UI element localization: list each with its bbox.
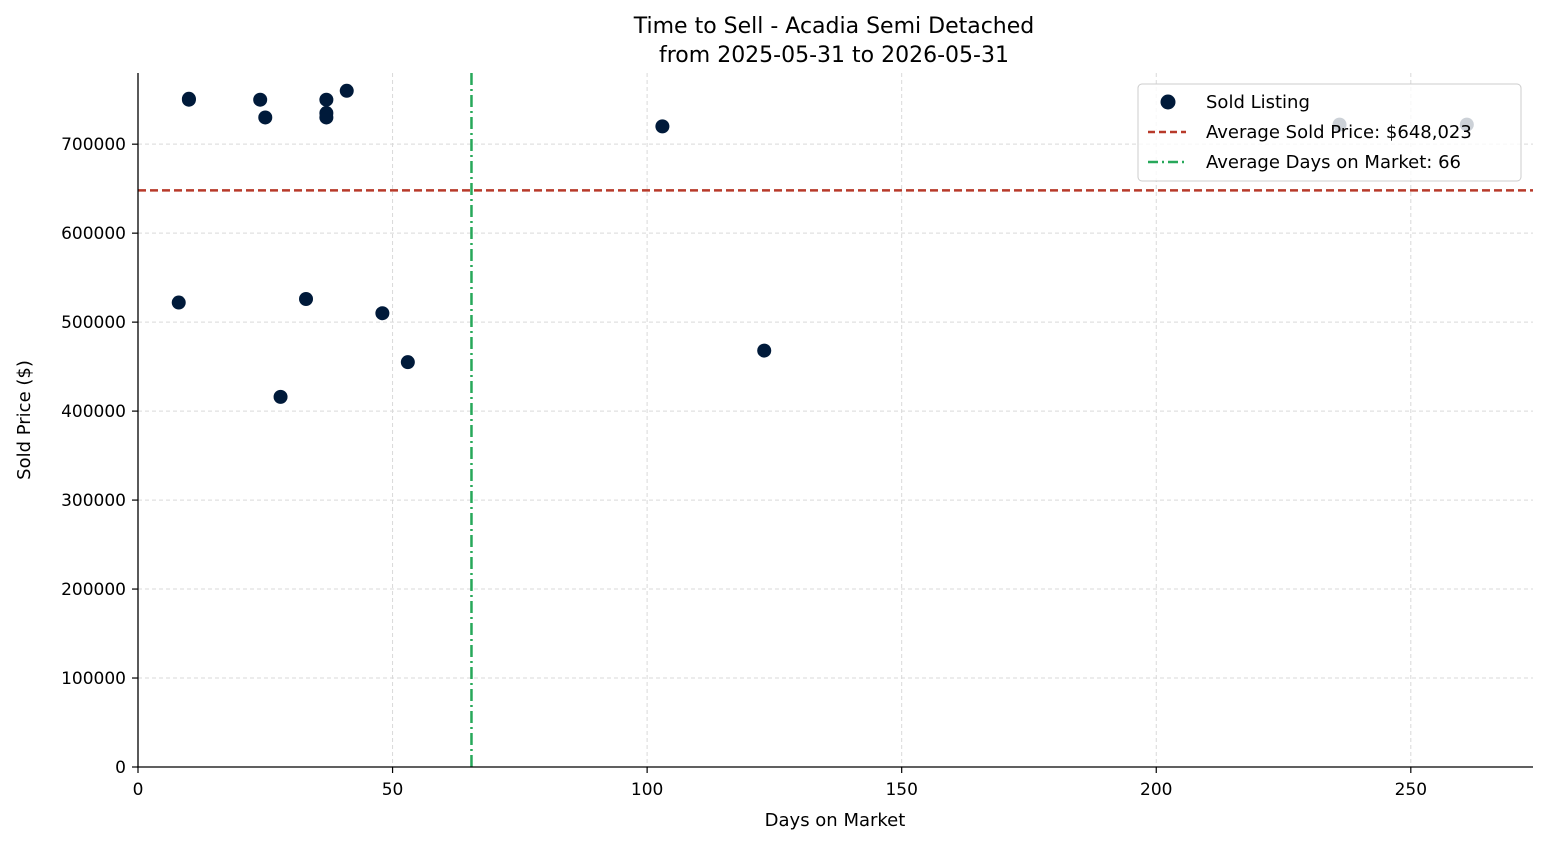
y-axis-label: Sold Price ($) [14, 360, 35, 480]
data-point [181, 91, 196, 106]
chart-title: Time to Sell - Acadia Semi Detached [633, 14, 1035, 39]
y-tick-label: 400000 [61, 402, 126, 422]
chart-subtitle: from 2025-05-31 to 2026-05-31 [659, 43, 1009, 68]
x-tick-label: 100 [631, 780, 663, 800]
y-tick-label: 700000 [61, 135, 126, 155]
data-point [273, 389, 288, 404]
x-axis-ticks: 0 50 100 150 200 250 [133, 767, 1427, 800]
x-tick-label: 0 [133, 780, 144, 800]
data-point [375, 306, 390, 321]
x-tick-label: 150 [885, 780, 917, 800]
legend-box [1137, 83, 1522, 182]
legend-label-average-days: Average Days on Market: 66 [1206, 152, 1461, 173]
data-point [171, 295, 186, 310]
y-tick-label: 500000 [61, 313, 126, 333]
y-tick-label: 100000 [61, 669, 126, 689]
data-point [319, 110, 334, 125]
data-point [258, 110, 273, 125]
legend: Sold Listing Average Sold Price: $648,02… [1137, 83, 1522, 182]
x-tick-label: 50 [382, 780, 404, 800]
y-tick-label: 0 [115, 758, 126, 778]
data-point [655, 119, 670, 134]
data-point [757, 343, 772, 358]
legend-marker-sold-listing [1160, 94, 1176, 110]
y-tick-label: 600000 [61, 224, 126, 244]
gridlines [138, 73, 1533, 767]
y-tick-label: 200000 [61, 580, 126, 600]
data-point [299, 291, 314, 306]
data-point [400, 355, 415, 370]
data-point [253, 92, 268, 107]
legend-label-sold-listing: Sold Listing [1206, 92, 1310, 113]
data-point [339, 83, 354, 98]
x-tick-label: 200 [1140, 780, 1172, 800]
legend-label-average-price: Average Sold Price: $648,023 [1206, 122, 1472, 143]
x-axis-label: Days on Market [765, 810, 906, 831]
data-point [319, 92, 334, 107]
y-tick-label: 300000 [61, 491, 126, 511]
reference-lines [138, 73, 1533, 767]
x-tick-label: 250 [1395, 780, 1427, 800]
y-axis-ticks: 0 100000 200000 300000 400000 500000 600000 700… [61, 135, 138, 778]
